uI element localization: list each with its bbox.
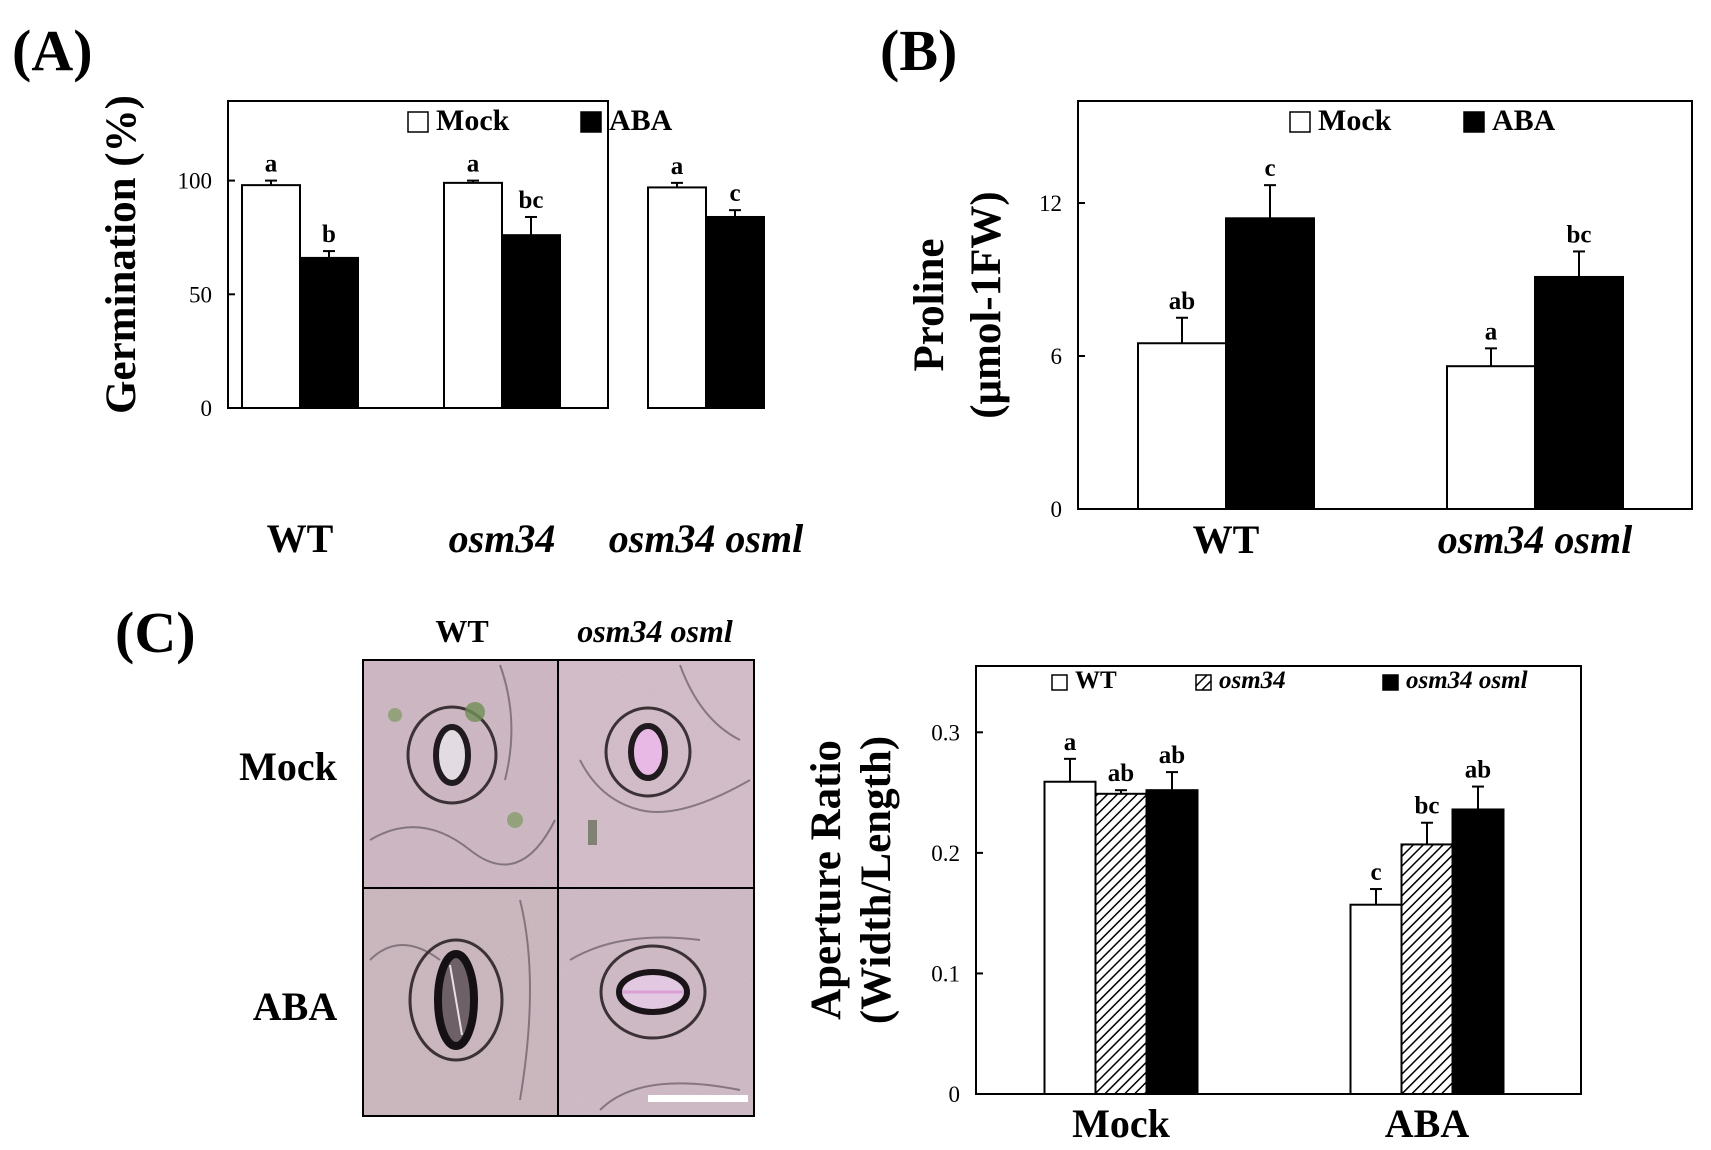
y-tick-label: 0.1	[931, 961, 960, 986]
significance-letter: a	[265, 151, 278, 178]
bar-mock-osm34-osml	[647, 186, 707, 409]
stoma-wt-mock	[388, 702, 523, 828]
y-axis-label: Proline	[906, 239, 953, 372]
significance-letter: b	[322, 221, 336, 248]
micrograph-row-label-aba: ABA	[253, 984, 338, 1029]
bar-aba-osm34	[501, 234, 561, 409]
bar-aba-osm34-osml	[1534, 275, 1624, 511]
y-axis-label: Germination (%)	[98, 95, 145, 414]
bar-mock-wt	[1137, 342, 1227, 510]
scale-bar	[648, 1095, 748, 1102]
chart-c: 0 0.1 0.2 0.3 Aperture Ratio (Width/Length) a a…	[803, 665, 1582, 1146]
panel-label-a: (A)	[12, 18, 93, 83]
y-tick-label: 0	[201, 396, 213, 421]
significance-letter: bc	[1567, 221, 1592, 248]
category-label-mock: Mock	[1072, 1101, 1171, 1145]
y-tick-label: 12	[1039, 191, 1062, 216]
bar-osm34-mock	[1094, 792, 1148, 1095]
legend-label-aba: ABA	[1492, 104, 1556, 137]
y-tick-label: 0.2	[931, 841, 960, 866]
legend-swatch	[1289, 111, 1311, 133]
micrograph-panel: WT osm34 osml Mock ABA	[239, 613, 755, 1117]
panel-label-b: (B)	[880, 18, 957, 83]
significance-letter: bc	[519, 187, 544, 214]
legend-swatch	[407, 111, 429, 133]
y-axis-label: (μmol-1FW)	[963, 191, 1010, 418]
significance-letter: a	[1485, 318, 1498, 345]
legend-label-osm34-osml: osm34 osml	[1406, 667, 1528, 694]
plot-frame	[975, 665, 1582, 1095]
y-tick-label: 100	[178, 169, 213, 194]
y-tick-label: 0	[949, 1082, 961, 1107]
stoma-osm34-osml-mock	[588, 706, 692, 845]
chart-a: 0 50 100 Germination (%) a b WT a bc osm34 a c osm34…	[98, 95, 804, 561]
legend-label-aba: ABA	[609, 104, 673, 137]
legend-swatch	[1195, 674, 1212, 691]
plot-frame	[227, 100, 609, 409]
micrograph-images	[362, 659, 755, 1117]
legend-label-mock: Mock	[436, 104, 510, 137]
y-tick-label: 0.3	[931, 720, 960, 745]
significance-letter: a	[467, 151, 480, 178]
bar-wt-mock	[1043, 780, 1097, 1095]
category-label-wt: WT	[267, 516, 334, 561]
bar-wt-aba	[1349, 903, 1403, 1096]
legend-swatch	[580, 111, 602, 133]
significance-letter: c	[729, 180, 740, 207]
legend-label-wt: WT	[1075, 667, 1117, 694]
significance-letter: ab	[1169, 288, 1195, 315]
micrograph-column-label-wt: WT	[435, 613, 488, 649]
category-label-osm34-osml: osm34 osml	[609, 516, 804, 561]
bar-mock-wt	[241, 184, 301, 409]
stoma-wt-aba	[408, 938, 504, 1062]
significance-letter: a	[671, 153, 684, 180]
legend-swatch	[1051, 674, 1068, 691]
micrograph-column-label-osm34-osml: osm34 osml	[577, 613, 733, 649]
category-label-aba: ABA	[1385, 1101, 1470, 1145]
category-label-wt: WT	[1193, 517, 1260, 562]
legend-label-osm34: osm34	[1219, 667, 1286, 694]
bar-aba-wt	[1225, 217, 1315, 511]
legend-label-mock: Mock	[1318, 104, 1392, 137]
y-tick-label: 50	[189, 282, 212, 307]
panel-label-c: (C)	[115, 600, 196, 665]
plot-frame	[1077, 100, 1693, 510]
significance-letter: ab	[1108, 760, 1134, 787]
significance-letter: ab	[1465, 757, 1491, 784]
y-axis-label: Aperture Ratio	[803, 740, 850, 1020]
bar-osm34-aba	[1400, 843, 1454, 1095]
significance-letter: bc	[1415, 793, 1440, 820]
significance-letter: c	[1370, 859, 1381, 886]
bar-osm34-osml-mock	[1145, 789, 1199, 1096]
significance-letter: ab	[1159, 742, 1185, 769]
bar-aba-wt	[299, 256, 359, 409]
bar-osm34-osml-aba	[1451, 808, 1505, 1095]
bar-mock-osm34	[443, 181, 503, 409]
y-tick-label: 0	[1051, 497, 1063, 522]
y-tick-label: 6	[1051, 344, 1063, 369]
category-label-osm34: osm34	[449, 516, 556, 561]
y-axis-label: (Width/Length)	[853, 736, 900, 1024]
significance-letter: c	[1264, 155, 1275, 182]
micrograph-row-label-mock: Mock	[239, 744, 338, 789]
legend-swatch	[1463, 111, 1485, 133]
bar-mock-osm34-osml	[1446, 365, 1536, 511]
bar-aba-osm34-osml	[705, 215, 765, 409]
legend-swatch	[1382, 674, 1399, 691]
significance-letter: a	[1064, 729, 1077, 756]
category-label-osm34-osml: osm34 osml	[1438, 517, 1633, 562]
stoma-osm34-osml-aba	[599, 944, 707, 1040]
